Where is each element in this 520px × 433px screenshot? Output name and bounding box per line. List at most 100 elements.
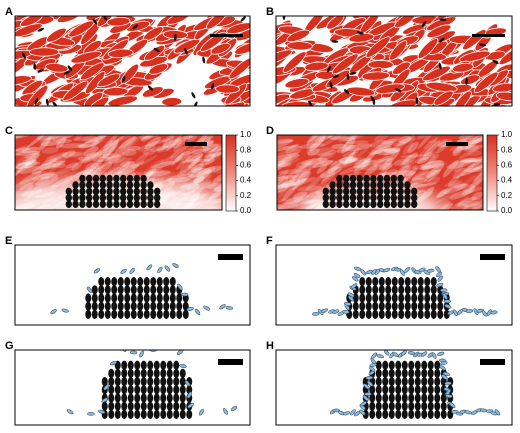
cell	[458, 50, 491, 63]
streak	[401, 160, 417, 169]
platelet	[93, 268, 101, 274]
platelet	[37, 68, 44, 73]
streak	[277, 198, 292, 203]
streak	[277, 150, 288, 157]
particle	[411, 200, 418, 208]
particle	[336, 194, 343, 202]
streak	[447, 182, 466, 188]
panel-border	[275, 349, 513, 426]
platelet	[490, 310, 498, 315]
particle	[166, 377, 173, 387]
particle	[153, 401, 160, 411]
streak	[423, 140, 441, 157]
platelet	[369, 366, 376, 372]
streak	[45, 160, 66, 169]
panel	[312, 266, 498, 319]
streak	[122, 148, 137, 156]
colorbar-label: 0.6	[240, 161, 252, 170]
particle	[359, 293, 366, 303]
particle	[121, 401, 128, 411]
particle	[124, 285, 131, 295]
streak	[427, 176, 441, 186]
particle	[391, 293, 398, 303]
platelet	[346, 73, 350, 80]
streak	[453, 163, 464, 173]
streak	[330, 136, 349, 141]
particle	[363, 181, 370, 189]
streak	[277, 145, 298, 152]
particle	[137, 301, 144, 311]
streak	[46, 135, 59, 143]
particle	[143, 285, 150, 295]
particle	[356, 181, 363, 189]
particle	[421, 360, 428, 370]
platelet	[202, 56, 206, 64]
particle	[382, 385, 389, 395]
platelet	[440, 361, 448, 366]
streak	[405, 183, 429, 188]
particle	[169, 309, 176, 319]
streak	[162, 135, 175, 148]
streak	[461, 203, 478, 208]
streak	[15, 163, 22, 172]
particle	[322, 200, 329, 208]
streak	[320, 172, 336, 185]
streak	[90, 135, 108, 147]
scale-bar	[480, 359, 505, 365]
cell	[106, 16, 131, 27]
platelet	[431, 352, 437, 359]
streak	[186, 146, 210, 151]
streak	[189, 156, 201, 168]
platelet	[92, 18, 98, 25]
streak	[398, 135, 412, 144]
streak	[321, 164, 339, 182]
streak	[41, 147, 59, 154]
particle	[375, 393, 382, 403]
particle	[417, 301, 424, 311]
particle	[124, 293, 131, 303]
panel-label: G	[5, 340, 14, 352]
streak	[296, 168, 311, 183]
particle	[147, 181, 154, 189]
particle	[113, 194, 120, 202]
streak	[277, 159, 293, 173]
particle	[98, 285, 105, 295]
streak	[315, 135, 333, 142]
particle	[424, 285, 431, 295]
particle	[108, 368, 115, 378]
streak	[140, 135, 154, 142]
particle	[388, 409, 395, 419]
cell	[452, 62, 474, 73]
streak	[35, 170, 48, 176]
platelet	[153, 47, 160, 53]
streak	[280, 181, 297, 188]
panel-label: E	[5, 235, 12, 247]
platelet	[67, 65, 73, 72]
streak	[411, 168, 430, 180]
streak	[361, 149, 378, 166]
cell	[70, 51, 102, 64]
cell	[161, 97, 183, 106]
streak	[195, 181, 217, 189]
streak	[470, 177, 483, 189]
streak	[23, 159, 38, 169]
streak	[97, 153, 121, 159]
streak	[289, 165, 302, 175]
particle	[382, 401, 389, 411]
particle	[150, 301, 157, 311]
particle	[111, 293, 118, 303]
streak	[172, 138, 182, 149]
streak	[155, 146, 169, 152]
panel	[329, 350, 501, 419]
particle	[104, 301, 111, 311]
particle	[372, 309, 379, 319]
particle	[414, 401, 421, 411]
particle	[430, 293, 437, 303]
platelet	[363, 383, 370, 390]
streak	[291, 177, 316, 186]
streak	[382, 148, 401, 169]
particle	[104, 293, 111, 303]
particle	[359, 301, 366, 311]
streak	[36, 162, 57, 171]
platelet	[61, 308, 69, 313]
